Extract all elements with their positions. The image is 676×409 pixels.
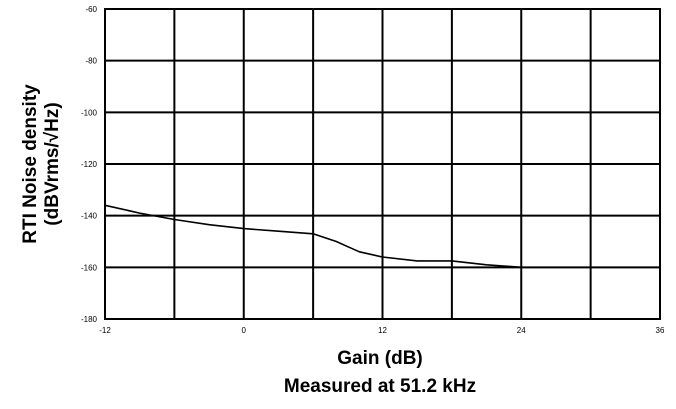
x-tick-label: -12 bbox=[99, 326, 111, 335]
x-tick-label: 24 bbox=[517, 326, 526, 335]
x-axis-title: Gain (dB) bbox=[337, 348, 423, 369]
y-tick-label: -140 bbox=[81, 212, 98, 221]
x-tick-label: 36 bbox=[656, 326, 665, 335]
x-tick-label: 0 bbox=[242, 326, 247, 335]
grid-layer bbox=[104, 8, 661, 320]
x-tick-label: 12 bbox=[378, 326, 387, 335]
tick-label-layer: -12 0 12 24 36-60-80-100-120-140-160-180 bbox=[81, 5, 665, 335]
series-line bbox=[104, 204, 660, 269]
y-tick-label: -160 bbox=[81, 263, 98, 272]
y-tick-label: -60 bbox=[85, 5, 97, 14]
y-tick-label: -80 bbox=[85, 57, 97, 66]
plot-frame bbox=[104, 8, 661, 320]
series-layer bbox=[104, 204, 660, 269]
y-tick-label: -180 bbox=[81, 315, 98, 324]
y-tick-label: -100 bbox=[81, 108, 98, 117]
y-tick-label: -120 bbox=[81, 160, 98, 169]
y-axis-title-line1: RTI Noise density bbox=[20, 84, 41, 244]
y-axis-title-line2: (dBVrms/√Hz) bbox=[42, 102, 63, 225]
chart-subtitle: Measured at 51.2 kHz bbox=[284, 376, 476, 397]
